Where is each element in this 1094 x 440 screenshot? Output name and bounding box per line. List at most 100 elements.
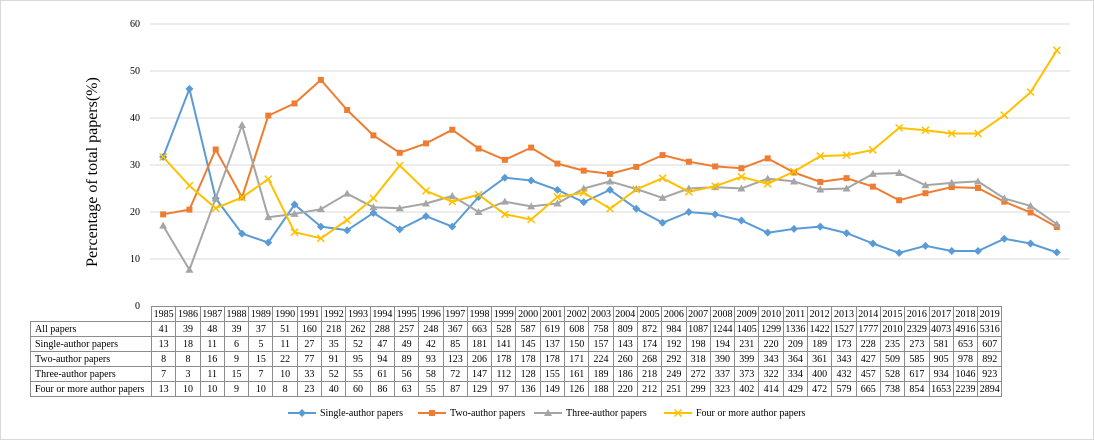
data-point [658, 193, 667, 201]
table-cell: 343 [758, 351, 784, 367]
data-point [1026, 239, 1035, 248]
data-point [712, 163, 719, 170]
data-point [579, 188, 588, 197]
data-point [868, 169, 877, 177]
table-cell: 299 [685, 381, 711, 397]
table-row: All papers 41 39 48 39 37 51 160 218 262 288 257 248… [30, 321, 1003, 337]
year-header: 2010 [758, 306, 784, 322]
data-point [684, 208, 693, 216]
data-point [789, 167, 799, 176]
table-cell: 41 [150, 321, 177, 337]
table-cell: 218 [636, 366, 663, 382]
table-cell: 56 [393, 366, 420, 382]
legend-label: Single-author papers [320, 407, 404, 419]
data-point [658, 218, 667, 227]
data-point [606, 177, 614, 185]
series-line [162, 87, 1058, 254]
table-cell: 923 [977, 366, 1003, 382]
data-point [580, 167, 587, 174]
table-cell: 427 [855, 351, 881, 367]
table-cell: 905 [928, 351, 954, 367]
table-cell: 189 [588, 366, 614, 382]
table-cell: 10 [199, 381, 225, 397]
year-header: 1992 [321, 306, 347, 322]
data-point [842, 184, 851, 192]
data-point [422, 212, 430, 221]
table-cell: 758 [588, 321, 614, 337]
year-header: 2017 [928, 306, 954, 322]
y-tick-label: 10 [130, 254, 140, 265]
table-cell: 619 [539, 321, 566, 337]
data-point [317, 76, 324, 83]
data-point [395, 204, 404, 212]
data-point [921, 181, 930, 189]
table-cell: 93 [418, 351, 444, 367]
table-cell: 86 [369, 381, 395, 397]
data-point [973, 129, 983, 138]
year-header: 2005 [636, 306, 663, 322]
table-cell: 137 [539, 336, 566, 352]
data-point [237, 193, 247, 202]
table-cell: 47 [369, 336, 395, 352]
table-cell: 429 [782, 381, 809, 397]
table-cell: 85 [442, 336, 468, 352]
table-cell: 934 [928, 366, 954, 382]
data-point [1052, 248, 1061, 257]
table-cell: 872 [636, 321, 663, 337]
data-point [369, 203, 378, 211]
table-cell: 472 [807, 381, 833, 397]
data-point [474, 190, 483, 199]
table-cell: 186 [612, 366, 638, 382]
series-line [162, 49, 1058, 240]
table-cell: 854 [904, 381, 930, 397]
data-point [290, 200, 299, 209]
table-cell: 1087 [685, 321, 711, 337]
table-cell: 198 [685, 336, 711, 352]
year-header: 2008 [709, 306, 736, 322]
series-line [162, 124, 1058, 271]
table-cell: 509 [879, 351, 906, 367]
row-label: All papers [30, 321, 152, 337]
data-point [370, 132, 377, 139]
data-point [316, 205, 325, 213]
data-point [185, 265, 194, 273]
table-cell: 2239 [952, 381, 979, 397]
table-cell: 5 [248, 336, 274, 352]
data-table: 1985 1986 1987 1988 1989 1990 1991 1992 1993 1994… [30, 306, 1003, 397]
data-point [659, 152, 666, 159]
table-cell: 48 [199, 321, 225, 337]
table-cell: 343 [831, 351, 857, 367]
data-point [737, 184, 746, 192]
table-cell: 33 [296, 366, 323, 382]
data-point [1027, 209, 1034, 216]
data-point [474, 192, 483, 201]
data-point [185, 84, 194, 93]
data-point [763, 174, 772, 182]
table-cell: 42 [418, 336, 444, 352]
table-cell: 91 [321, 351, 347, 367]
data-point [527, 176, 536, 185]
table-cell: 150 [564, 336, 590, 352]
table-corner [30, 306, 152, 322]
data-point [895, 248, 904, 257]
table-cell: 141 [491, 336, 517, 352]
table-cell: 77 [296, 351, 323, 367]
table-cell: 892 [977, 351, 1003, 367]
data-point [211, 194, 220, 202]
year-header: 1986 [175, 306, 201, 322]
table-cell: 978 [952, 351, 979, 367]
table-cell: 16 [199, 351, 225, 367]
table-cell: 89 [393, 351, 420, 367]
table-cell: 260 [612, 351, 638, 367]
table-cell: 157 [588, 336, 614, 352]
series-lines [162, 49, 1058, 271]
legend-item: Single-author papers [288, 404, 403, 422]
table-cell: 273 [904, 336, 930, 352]
table-cell: 95 [345, 351, 371, 367]
table-cell: 528 [879, 366, 906, 382]
table-cell: 1405 [734, 321, 760, 337]
data-point [474, 208, 483, 215]
data-point [159, 221, 168, 229]
data-point [396, 149, 403, 156]
table-cell: 3 [175, 366, 201, 382]
